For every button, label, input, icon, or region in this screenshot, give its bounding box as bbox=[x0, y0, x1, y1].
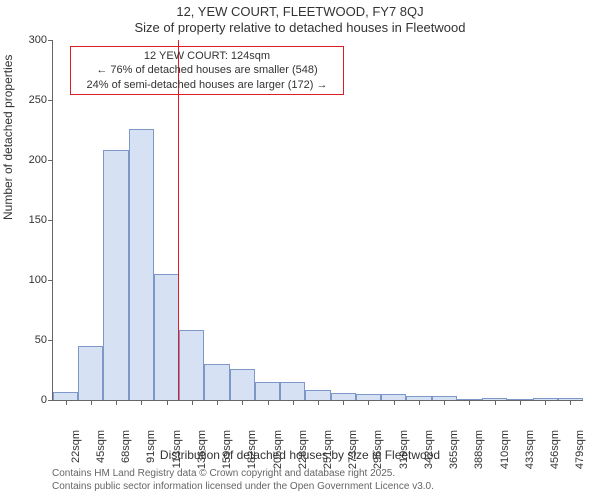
ytick-label: 100 bbox=[29, 274, 53, 286]
xtick-mark bbox=[141, 400, 142, 405]
histogram-bar bbox=[230, 369, 255, 400]
ytick-label: 200 bbox=[29, 154, 53, 166]
xtick-mark bbox=[444, 400, 445, 405]
xtick-mark bbox=[66, 400, 67, 405]
histogram-bar bbox=[305, 390, 330, 400]
histogram-bar bbox=[129, 129, 154, 400]
xtick-mark bbox=[293, 400, 294, 405]
info-box-line1: 12 YEW COURT: 124sqm bbox=[77, 49, 337, 63]
xtick-mark bbox=[217, 400, 218, 405]
histogram-bar bbox=[179, 330, 204, 400]
xtick-mark bbox=[394, 400, 395, 405]
histogram-bar bbox=[280, 382, 305, 400]
ytick-label: 50 bbox=[35, 334, 53, 346]
xtick-mark bbox=[495, 400, 496, 405]
xtick-mark bbox=[91, 400, 92, 405]
histogram-bar bbox=[255, 382, 280, 400]
footer-attribution: Contains HM Land Registry data © Crown c… bbox=[52, 468, 434, 493]
chart-title-line1: 12, YEW COURT, FLEETWOOD, FY7 8QJ bbox=[0, 4, 600, 19]
xtick-mark bbox=[368, 400, 369, 405]
marker-info-box: 12 YEW COURT: 124sqm← 76% of detached ho… bbox=[70, 46, 344, 95]
x-axis-label: Distribution of detached houses by size … bbox=[0, 448, 600, 462]
ytick-label: 0 bbox=[41, 394, 53, 406]
histogram-bar bbox=[204, 364, 229, 400]
histogram-bar bbox=[103, 150, 128, 400]
footer-line2: Contains public sector information licen… bbox=[52, 481, 434, 494]
xtick-mark bbox=[318, 400, 319, 405]
histogram-bar bbox=[331, 393, 356, 400]
xtick-mark bbox=[116, 400, 117, 405]
footer-line1: Contains HM Land Registry data © Crown c… bbox=[52, 468, 434, 481]
xtick-mark bbox=[242, 400, 243, 405]
ytick-label: 150 bbox=[29, 214, 53, 226]
chart-title-line2: Size of property relative to detached ho… bbox=[0, 20, 600, 35]
ytick-label: 250 bbox=[29, 94, 53, 106]
histogram-bar bbox=[154, 274, 179, 400]
xtick-mark bbox=[192, 400, 193, 405]
info-box-line3: 24% of semi-detached houses are larger (… bbox=[77, 78, 337, 92]
ytick-label: 300 bbox=[29, 34, 53, 46]
xtick-mark bbox=[469, 400, 470, 405]
histogram-bar bbox=[53, 392, 78, 400]
info-box-line2: ← 76% of detached houses are smaller (54… bbox=[77, 63, 337, 77]
histogram-bar bbox=[78, 346, 103, 400]
xtick-mark bbox=[520, 400, 521, 405]
xtick-mark bbox=[545, 400, 546, 405]
xtick-mark bbox=[419, 400, 420, 405]
xtick-mark bbox=[570, 400, 571, 405]
xtick-mark bbox=[268, 400, 269, 405]
xtick-mark bbox=[167, 400, 168, 405]
xtick-mark bbox=[343, 400, 344, 405]
